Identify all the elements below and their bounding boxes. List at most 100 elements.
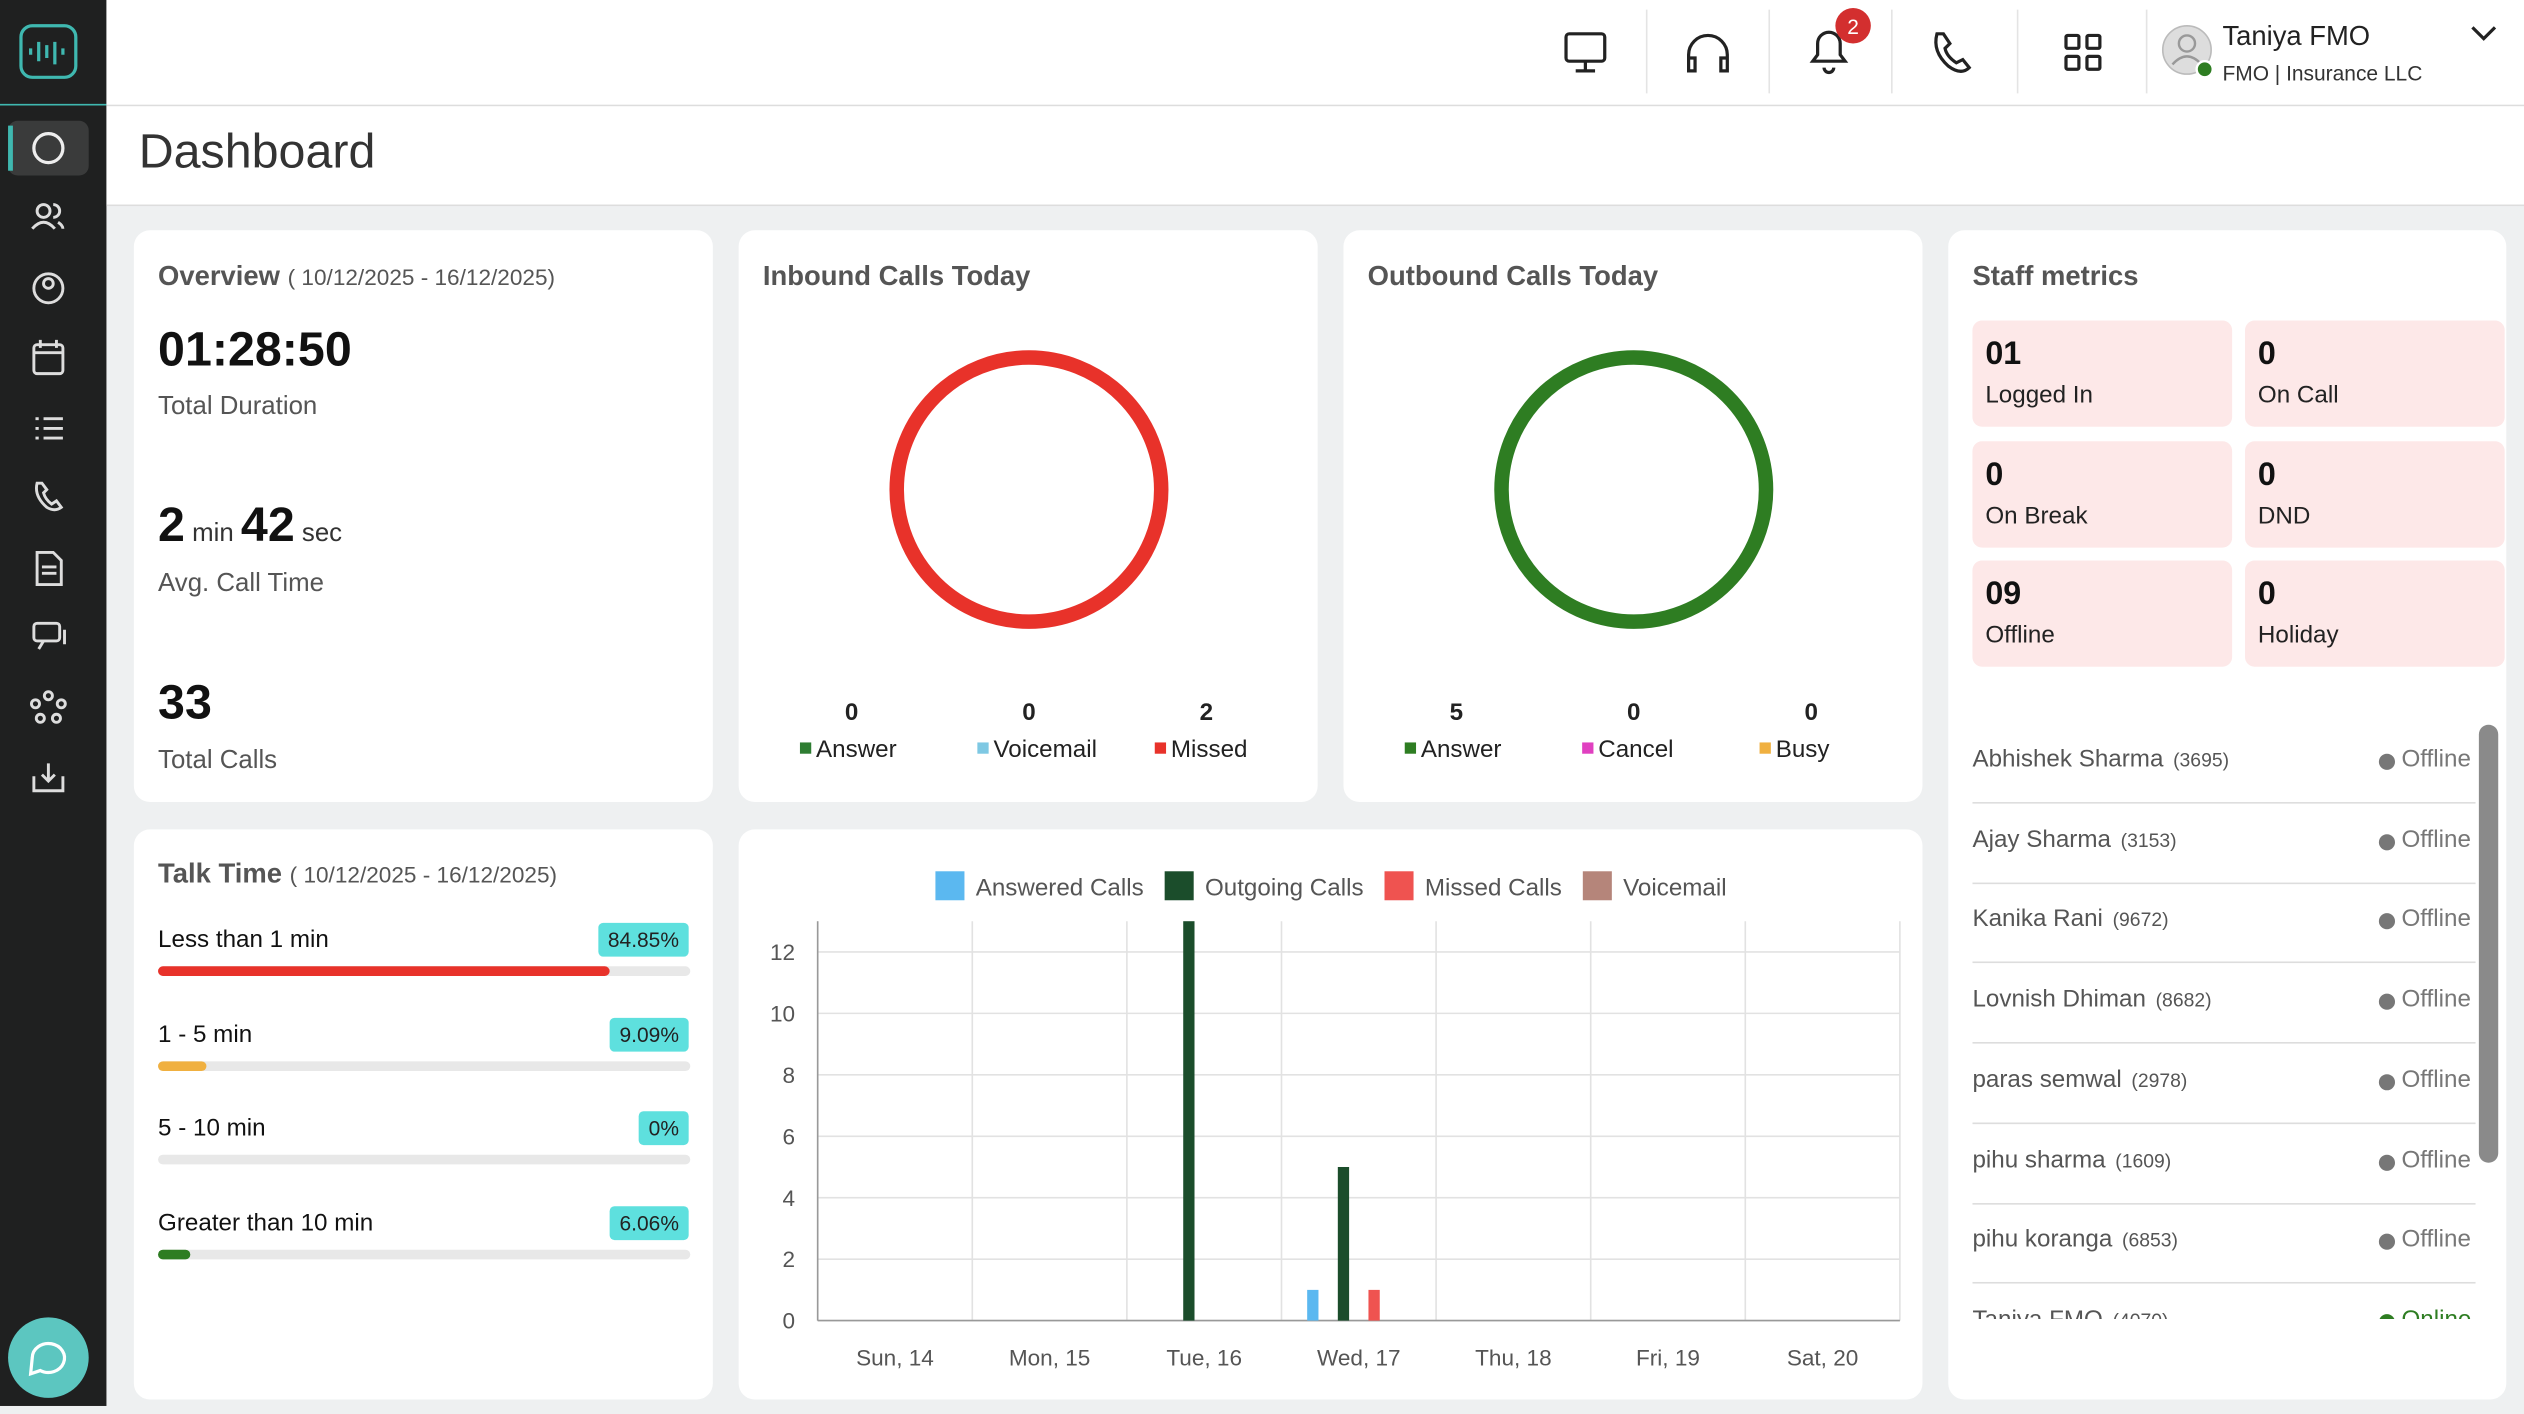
- staff-name: paras semwal (2978): [1972, 1066, 2187, 1093]
- title-bar: Dashboard: [106, 106, 2524, 207]
- screen-icon[interactable]: [1564, 32, 1607, 63]
- legend-label: Answer: [816, 736, 897, 763]
- nav-contacts[interactable]: [32, 272, 65, 305]
- nav-calendar[interactable]: [32, 343, 65, 376]
- nav-download[interactable]: [32, 763, 65, 793]
- legend-swatch: [1404, 742, 1417, 754]
- status-dot: [2378, 993, 2396, 1010]
- staff-row: Lovnish Dhiman (8682) Offline: [1972, 963, 2476, 1044]
- row-label: Greater than 10 min: [158, 1208, 374, 1237]
- x-tick-label: Wed, 17: [1317, 1346, 1401, 1371]
- percent-pill: 9.09%: [609, 1017, 689, 1051]
- card-title: Inbound Calls Today: [762, 260, 1031, 292]
- phone-icon[interactable]: [1934, 32, 1972, 73]
- row-label: 5 - 10 min: [158, 1114, 266, 1142]
- user-org: FMO | Insurance LLC: [2222, 63, 2422, 86]
- extension: (1609): [2115, 1149, 2172, 1172]
- status: Online: [2401, 1306, 2471, 1319]
- bar: [1337, 1166, 1350, 1321]
- headset-icon[interactable]: [1686, 33, 1729, 73]
- nav-calls[interactable]: [35, 481, 64, 512]
- progress-bar: [158, 966, 610, 976]
- staff-card: Staff metrics 01 Logged In 0 On Call 0 On Bre…: [1948, 230, 2507, 1400]
- legend-count: 0: [1804, 699, 1817, 726]
- legend-swatch: [1582, 742, 1594, 754]
- metric-label: Logged In: [1985, 381, 2093, 410]
- top-bar: 2 Taniya FMO FMO | Insurance LLC: [106, 0, 2524, 107]
- status: Offline: [2401, 905, 2471, 934]
- nav-list[interactable]: [35, 417, 63, 440]
- minutes: 2: [158, 499, 185, 553]
- seconds: 42: [240, 499, 295, 553]
- chat-button[interactable]: [8, 1317, 89, 1398]
- page-title: Dashboard: [138, 125, 376, 179]
- status: Offline: [2401, 825, 2471, 854]
- staff-list: Abhishek Sharma (3695) Offline Ajay Sharma (…: [1972, 723, 2476, 1319]
- legend-count: 5: [1450, 699, 1463, 726]
- metric-value: 0: [2257, 576, 2276, 612]
- donut-segment: [1494, 350, 1774, 629]
- x-tick-label: Sat, 20: [1787, 1346, 1859, 1371]
- status-dot: [2378, 753, 2396, 770]
- staff-row: Kanika Rani (9672) Offline: [1972, 883, 2476, 964]
- card-title: Staff metrics: [1972, 260, 2139, 292]
- extension: (2978): [2131, 1069, 2188, 1092]
- name: Ajay Sharma: [1972, 825, 2111, 854]
- metric-tile: 0 DND: [2245, 440, 2505, 547]
- staff-row: Taniya FMO (4070) Online: [1972, 1283, 2475, 1319]
- metric-value: 0: [2257, 456, 2276, 493]
- metric-value: 0: [2257, 336, 2276, 373]
- extension: (4070): [2113, 1309, 2169, 1319]
- staff-row: pihu sharma (1609) Offline: [1972, 1123, 2476, 1204]
- label: Total Calls: [158, 747, 278, 775]
- name: Taniya FMO: [1972, 1306, 2102, 1319]
- scrollbar[interactable]: [2478, 724, 2499, 1163]
- overview-card: Overview ( 10/12/2025 - 16/12/2025) 01:2…: [133, 230, 713, 803]
- presence-dot: [2195, 59, 2214, 79]
- status-dot: [2378, 1313, 2396, 1319]
- legend-count: 0: [845, 699, 858, 726]
- progress-track: [158, 966, 691, 976]
- user-name: Taniya FMO: [2222, 20, 2370, 51]
- nav-docs[interactable]: [35, 550, 63, 587]
- user-menu-caret[interactable]: [2471, 26, 2497, 41]
- name: pihu sharma: [1972, 1145, 2106, 1174]
- x-tick-label: Tue, 16: [1166, 1346, 1242, 1371]
- bar: [1368, 1289, 1380, 1321]
- staff-name: pihu koranga (6853): [1972, 1226, 2178, 1253]
- legend-label: Voicemail: [993, 736, 1096, 763]
- staff-name: pihu sharma (1609): [1972, 1146, 2171, 1173]
- name: Kanika Rani: [1972, 905, 2103, 934]
- percent-pill: 6.06%: [609, 1205, 689, 1240]
- nav-network[interactable]: [42, 690, 54, 702]
- nav-users[interactable]: [35, 203, 52, 219]
- name: pihu koranga: [1972, 1225, 2113, 1254]
- legend-label: Outgoing Calls: [1205, 874, 1364, 901]
- unit: min: [192, 520, 234, 548]
- nav-chat[interactable]: [32, 621, 62, 643]
- extension: (8682): [2155, 988, 2212, 1012]
- staff-name: Taniya FMO (4070): [1972, 1306, 2168, 1319]
- staff-row: Ajay Sharma (3153) Offline: [1972, 803, 2476, 884]
- toolbar: 2 Taniya FMO FMO | Insurance LLC: [1564, 8, 2497, 94]
- label: Avg. Call Time: [158, 570, 324, 598]
- card-title: Talk Time ( 10/12/2025 - 16/12/2025): [158, 858, 557, 890]
- metric-value: 01: [1985, 336, 2022, 373]
- title: Overview: [158, 260, 280, 292]
- bar-chart: 0 2 4 6 8 10 12 Sun, 14 Mon, 15 Tue, 16 Wed, 17 Thu…: [770, 871, 1901, 1371]
- status: Offline: [2401, 1145, 2471, 1174]
- nav-dashboard[interactable]: [32, 132, 65, 165]
- name: Lovnish Dhiman: [1972, 985, 2146, 1014]
- staff-name: Kanika Rani (9672): [1972, 906, 2168, 933]
- metric-tile: 09 Offline: [1972, 560, 2233, 667]
- y-tick-label: 8: [783, 1063, 796, 1088]
- status-dot: [2378, 913, 2396, 930]
- legend-label: Answered Calls: [976, 874, 1144, 901]
- nav-active[interactable]: [8, 120, 89, 176]
- legend-count: 2: [1200, 699, 1213, 726]
- name: Abhishek Sharma: [1972, 745, 2164, 774]
- bell-icon[interactable]: [1809, 30, 1849, 75]
- status: Offline: [2401, 745, 2471, 774]
- apps-icon[interactable]: [2064, 33, 2081, 50]
- y-tick-label: 6: [783, 1124, 796, 1149]
